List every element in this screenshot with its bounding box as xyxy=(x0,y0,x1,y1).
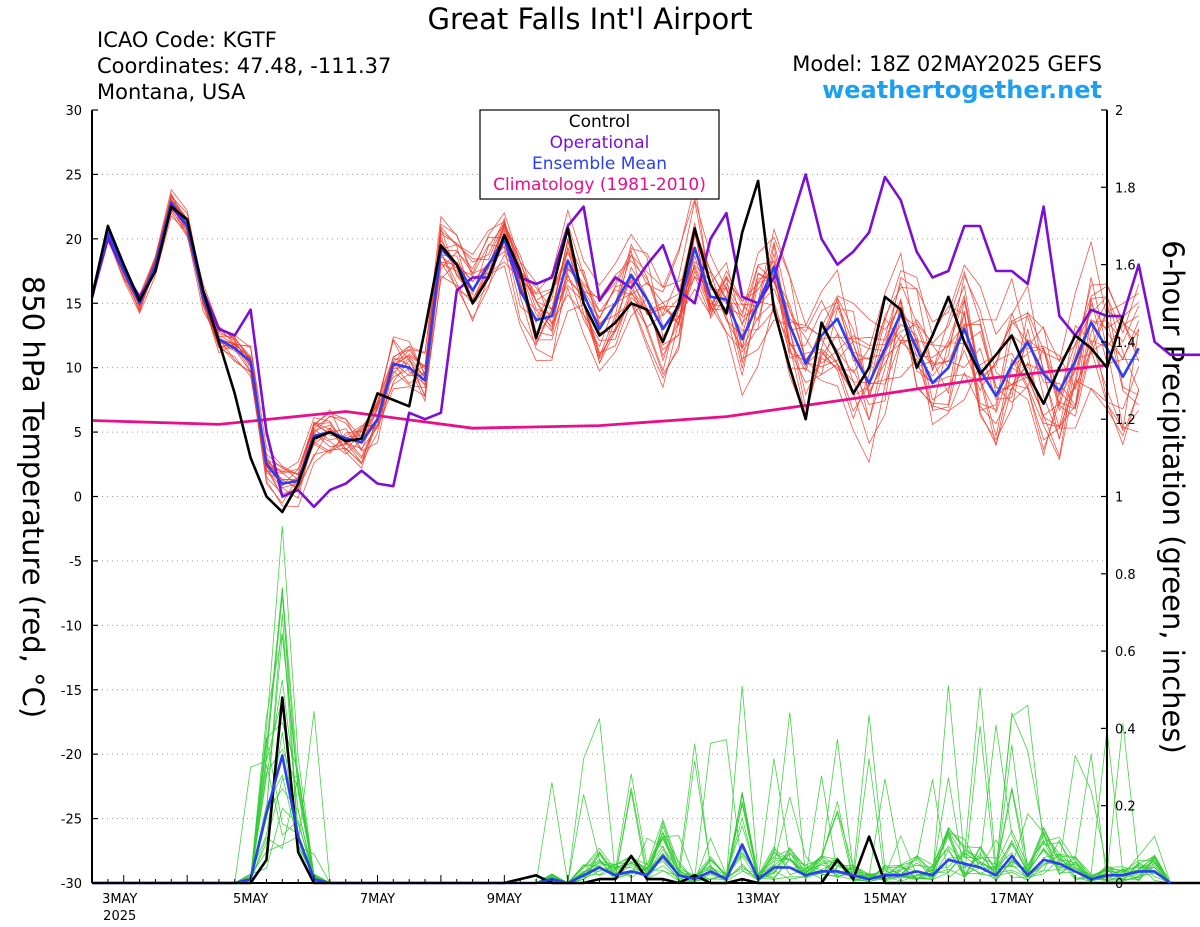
precip-member-line xyxy=(92,525,1171,884)
y-tick-label: -10 xyxy=(61,619,82,634)
series xyxy=(90,173,1200,885)
climatology-line xyxy=(91,363,1108,430)
x-tick-label: 15MAY xyxy=(863,892,907,907)
x-tick-sublabel: 2025 xyxy=(103,909,136,924)
chart-title: Great Falls Int'l Airport xyxy=(427,2,753,36)
y2-tick-label: 1.8 xyxy=(1115,181,1136,196)
x-tick-label: 7MAY xyxy=(360,892,395,907)
x-tick-label: 9MAY xyxy=(487,892,522,907)
temp-member-line xyxy=(91,198,1140,489)
temp-member-line xyxy=(91,203,1139,480)
y2-tick-label: 1.2 xyxy=(1115,413,1136,428)
temp-member-line xyxy=(91,211,1140,482)
y2-tick-label: 1.4 xyxy=(1115,336,1136,351)
y2-tick-label: 1.6 xyxy=(1115,259,1136,274)
y2-tick-label: 0 xyxy=(1115,877,1123,892)
y-tick-label: -25 xyxy=(61,813,82,828)
temp-member-line xyxy=(91,195,1140,495)
temp-member-line xyxy=(91,208,1140,508)
y2-tick-label: 0.8 xyxy=(1115,568,1136,583)
x-tick-label: 5MAY xyxy=(233,892,268,907)
region: Montana, USA xyxy=(97,80,246,104)
precip-member-line xyxy=(92,595,1171,884)
precip-member-line xyxy=(92,722,1171,884)
y2-tick-label: 2 xyxy=(1115,104,1123,119)
legend: Control Operational Ensemble Mean Climat… xyxy=(479,109,720,200)
y-tick-label: 20 xyxy=(65,233,82,248)
grid xyxy=(92,173,1107,820)
y-tick-label: 5 xyxy=(74,426,82,441)
temp-member-line xyxy=(91,202,1140,476)
y-tick-label: 30 xyxy=(65,104,82,119)
x-tick-label: 3MAY xyxy=(102,892,137,907)
site-url[interactable]: weathertogether.net xyxy=(822,76,1102,104)
temp-member-line xyxy=(91,196,1140,489)
coordinates: Coordinates: 47.48, -111.37 xyxy=(97,54,392,78)
ensemble-mean-temp-line xyxy=(90,201,1140,485)
legend-operational: Operational xyxy=(550,133,650,153)
precip-member-line xyxy=(92,718,1171,884)
control-temp-line xyxy=(90,179,1125,514)
y-tick-label: 15 xyxy=(65,297,82,312)
x-tick-label: 17MAY xyxy=(990,892,1034,907)
y-tick-label: 0 xyxy=(74,491,82,506)
y2-tick-label: 0.4 xyxy=(1115,722,1136,737)
y-tick-label: -15 xyxy=(61,684,82,699)
y-tick-label: -5 xyxy=(69,555,82,570)
precip-member-line xyxy=(92,764,1171,884)
precip-member-line xyxy=(92,587,1171,884)
axes: 302520151050-5-10-15-20-25-3021.81.61.41… xyxy=(61,104,1136,924)
ensemble-mean-precip-line xyxy=(92,754,1172,885)
legend-ensemble-mean: Ensemble Mean xyxy=(532,154,667,174)
y2-tick-label: 0.6 xyxy=(1115,645,1136,660)
y2-tick-label: 0.2 xyxy=(1115,800,1136,815)
model-run: Model: 18Z 02MAY2025 GEFS xyxy=(792,52,1102,76)
x-tick-label: 13MAY xyxy=(736,892,780,907)
icao-code: ICAO Code: KGTF xyxy=(97,28,277,52)
temp-member-line xyxy=(91,194,1140,486)
y-tick-label: 10 xyxy=(65,362,82,377)
y-tick-label: -20 xyxy=(61,748,82,763)
legend-box xyxy=(479,109,720,200)
legend-climatology: Climatology (1981-2010) xyxy=(493,175,706,195)
y-tick-label: 25 xyxy=(65,168,82,183)
legend-control: Control xyxy=(569,112,630,132)
temp-member-line xyxy=(91,199,1139,504)
y-tick-label: -30 xyxy=(61,877,82,892)
precip-member-line xyxy=(92,587,1171,884)
ensemble-members xyxy=(91,185,1171,884)
x-tick-label: 11MAY xyxy=(609,892,653,907)
y2-tick-label: 1 xyxy=(1115,491,1123,506)
